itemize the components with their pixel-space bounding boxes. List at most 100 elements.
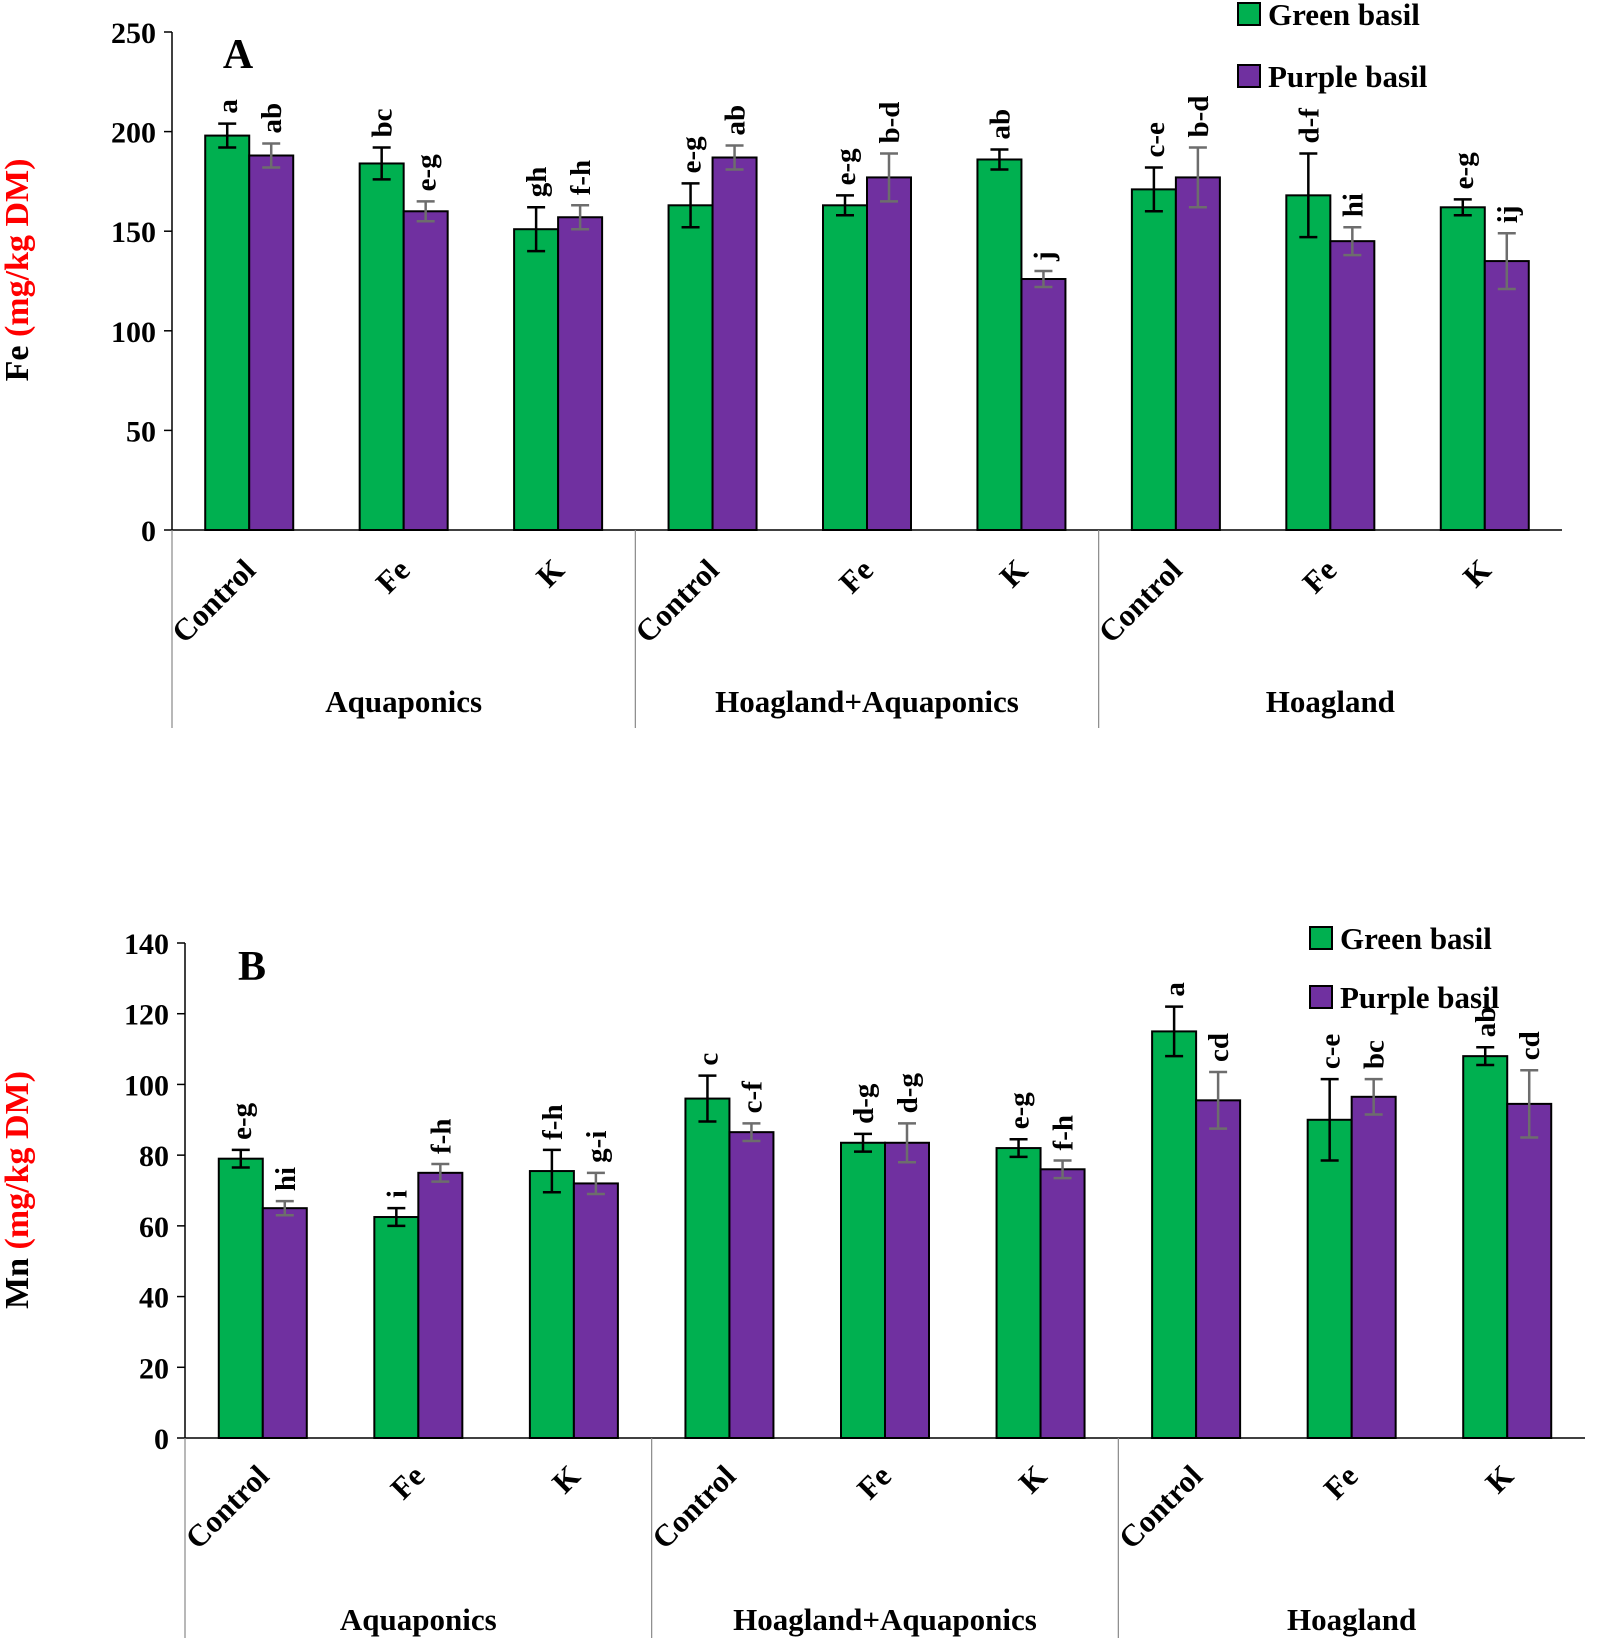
error-bar [1453, 198, 1472, 217]
y-tick-label: 200 [111, 117, 156, 150]
x-category-label: K [1478, 1458, 1520, 1500]
significance-letter: ab [984, 109, 1016, 140]
bar-purple-basil [711, 156, 758, 531]
significance-letter: a [212, 99, 244, 114]
significance-letter: cd [1514, 1031, 1546, 1060]
x-category-label: Control [165, 552, 263, 650]
error-bar [527, 206, 546, 253]
x-category-label: K [545, 1458, 587, 1500]
bar-green-basil [976, 158, 1023, 531]
y-tick-label: 40 [139, 1282, 169, 1315]
legend-label: Green basil [1268, 0, 1420, 32]
significance-letter: c-e [1139, 122, 1171, 158]
significance-letter: e-g [226, 1102, 258, 1140]
significance-letter: hi [270, 1167, 302, 1191]
bar-purple-basil [261, 1207, 308, 1440]
error-bar [1520, 1069, 1539, 1139]
error-bar [854, 1132, 872, 1153]
significance-letter: j [1028, 251, 1060, 262]
error-bar [990, 148, 1009, 171]
x-category-label: Fe [383, 1458, 431, 1506]
bar-green-basil [667, 204, 714, 532]
x-category-label: Control [645, 1458, 743, 1556]
x-category-label: Control [178, 1458, 276, 1556]
significance-letter: e-g [830, 148, 862, 186]
bar-purple-basil [884, 1141, 930, 1439]
panel-label: B [238, 944, 266, 990]
panel-label: A [223, 32, 254, 78]
error-bar [1165, 1005, 1184, 1058]
error-bar [1364, 1077, 1383, 1116]
y-tick-label: 150 [111, 216, 156, 249]
y-tick-label: 20 [139, 1352, 169, 1385]
significance-letter: g-i [581, 1131, 613, 1163]
error-bar [416, 200, 435, 223]
significance-letter: e-g [411, 154, 443, 192]
bar-purple-basil [1174, 176, 1221, 532]
significance-letter: f-h [537, 1104, 569, 1139]
error-bar [880, 152, 898, 203]
y-tick-label: 50 [126, 415, 156, 448]
x-category-label: Fe [1317, 1458, 1365, 1506]
error-bar [542, 1148, 561, 1194]
significance-letter: ab [1470, 1007, 1502, 1038]
error-bar [898, 1122, 916, 1164]
y-tick-label: 0 [154, 1423, 169, 1456]
error-bar [1144, 166, 1163, 213]
significance-letter: e-g [676, 136, 708, 174]
bar-purple-basil [1039, 1168, 1086, 1440]
bar-green-basil [995, 1147, 1042, 1439]
chart-panel-b: 0 20 40 60 80 100 120 140 e-g i f-h c d-g e-g a c-e ab hi… [0, 921, 1585, 1638]
x-group-label: Aquaponics [340, 1602, 497, 1637]
significance-letter: f-h [565, 160, 597, 195]
error-bar [1299, 152, 1318, 239]
bar-green-basil [1285, 194, 1332, 531]
significance-letter: d-f [1293, 108, 1325, 144]
x-category-label: Control [1112, 1458, 1210, 1556]
bar-green-basil [822, 204, 868, 532]
error-bar [218, 122, 237, 149]
x-category-label: Control [1091, 552, 1189, 650]
y-axis-title-element: Mn [0, 1258, 36, 1309]
x-group-label: Hoagland+Aquaponics [733, 1602, 1037, 1637]
significance-letter: hi [1337, 193, 1369, 217]
bar-green-basil [1439, 206, 1486, 532]
bar-purple-basil [1350, 1095, 1397, 1440]
error-bar [586, 1171, 605, 1196]
x-category-label: Fe [832, 552, 880, 600]
bar-green-basil [684, 1097, 731, 1439]
bar-green-basil [1462, 1055, 1509, 1439]
significance-letter: e-g [1004, 1092, 1036, 1130]
error-bar [1497, 231, 1516, 291]
significance-letter: e-g [1448, 152, 1480, 190]
error-bar [262, 142, 281, 169]
significance-letter: ab [256, 103, 288, 134]
x-group-label: Hoagland [1287, 1602, 1416, 1637]
bar-purple-basil [728, 1131, 775, 1440]
x-category-label: K [1012, 1458, 1054, 1500]
significance-letter: b-d [874, 102, 906, 144]
y-tick-label: 250 [111, 17, 156, 50]
x-category-label: Fe [850, 1458, 898, 1506]
y-axis-title-unit: (mg/kg DM) [0, 1071, 36, 1249]
legend-swatch-purple [1237, 64, 1261, 88]
legend: Green basil Purple basil [1309, 921, 1500, 1015]
y-tick-label: 120 [124, 999, 169, 1032]
y-tick-label: 140 [124, 928, 169, 961]
error-bar [1188, 146, 1207, 209]
significance-letter: i [381, 1190, 413, 1198]
legend-swatch-green [1237, 2, 1261, 26]
error-bar [571, 204, 590, 231]
y-tick-label: 0 [141, 515, 156, 548]
bar-green-basil [840, 1141, 886, 1439]
error-bar [1209, 1070, 1228, 1130]
x-category-label: K [993, 552, 1035, 594]
bar-purple-basil [557, 216, 604, 531]
error-bar [231, 1148, 250, 1169]
significance-letter: d-g [892, 1073, 924, 1114]
significance-letter: d-g [848, 1083, 880, 1124]
x-category-label: K [529, 552, 571, 594]
y-axis-title-unit: (mg/kg DM) [0, 159, 36, 337]
